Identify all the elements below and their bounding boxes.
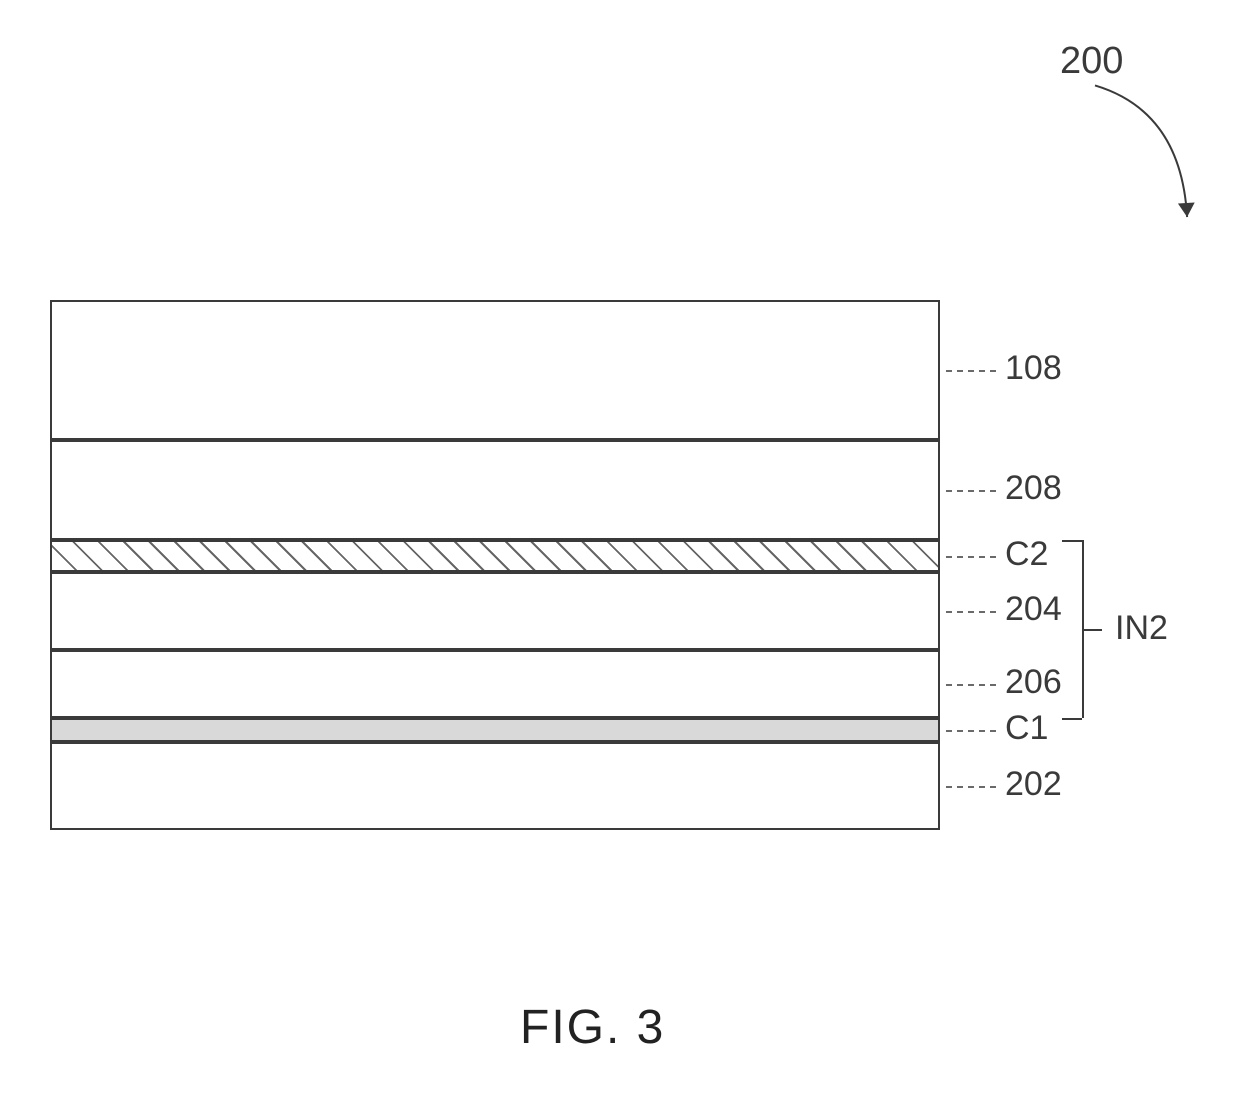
layer-202: [50, 742, 940, 830]
leader-202: [946, 786, 996, 788]
figure-pointer-label: 200: [1060, 40, 1123, 83]
leader-108: [946, 370, 996, 372]
leader-208: [946, 490, 996, 492]
leader-C2: [946, 556, 996, 558]
group-bracket-tick: [1062, 718, 1082, 720]
layer-208: [50, 440, 940, 540]
label-206: 206: [1005, 663, 1062, 702]
label-204: 204: [1005, 590, 1062, 629]
layer-204: [50, 572, 940, 650]
leader-204: [946, 611, 996, 613]
layer-108: [50, 300, 940, 440]
label-108: 108: [1005, 349, 1062, 388]
label-208: 208: [1005, 469, 1062, 508]
layer-206: [50, 650, 940, 718]
label-C1: C1: [1005, 709, 1048, 748]
group-label: IN2: [1115, 609, 1168, 648]
layer-C1: [50, 718, 940, 742]
figure-caption: FIG. 3: [520, 1000, 665, 1055]
label-202: 202: [1005, 765, 1062, 804]
group-bracket-mid: [1082, 629, 1102, 631]
group-bracket-tick: [1062, 540, 1082, 542]
leader-206: [946, 684, 996, 686]
leader-C1: [946, 730, 996, 732]
label-C2: C2: [1005, 535, 1048, 574]
layer-C2: [50, 540, 940, 572]
